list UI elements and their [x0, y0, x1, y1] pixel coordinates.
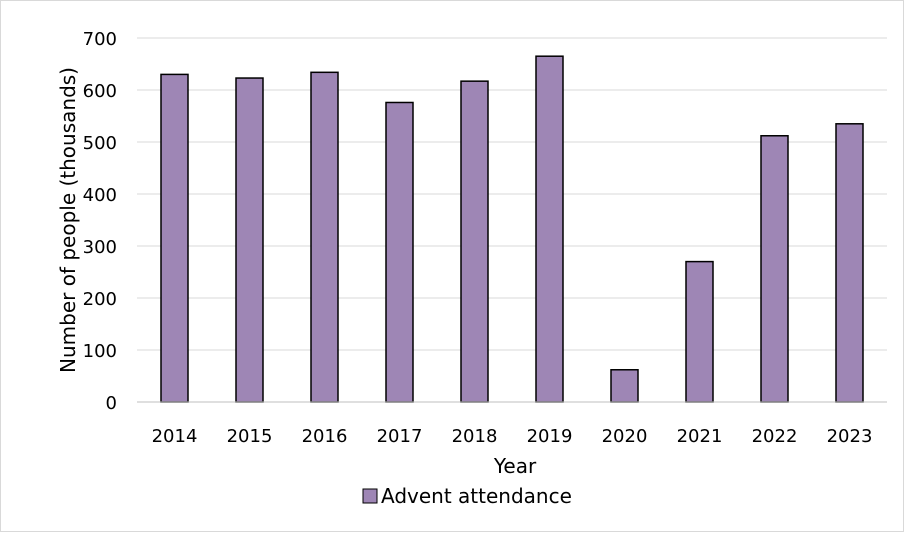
y-tick-label: 500 [83, 133, 117, 154]
x-tick-label: 2022 [752, 426, 798, 447]
legend-label: Advent attendance [381, 484, 572, 508]
x-tick-label: 2021 [677, 426, 723, 447]
y-tick-label: 400 [83, 185, 117, 206]
x-tick-label: 2018 [452, 426, 498, 447]
bar-2015 [235, 77, 264, 403]
y-axis-tick-labels: 0 100 200 300 400 500 600 700 [83, 29, 117, 414]
y-tick-label: 100 [83, 341, 117, 362]
x-tick-label: 2020 [602, 426, 648, 447]
x-tick-label: 2014 [152, 426, 198, 447]
y-tick-label: 0 [106, 393, 117, 414]
legend-swatch [362, 488, 378, 504]
legend: Advent attendance [362, 484, 572, 508]
bar-2018 [460, 80, 489, 403]
bar-2021 [685, 260, 714, 403]
bar-2023 [835, 123, 864, 403]
bar-2020 [610, 369, 639, 403]
x-axis-title: Year [493, 454, 537, 478]
x-tick-label: 2023 [827, 426, 873, 447]
bar-2017 [385, 101, 414, 403]
bars [160, 55, 864, 403]
x-axis-tick-labels: 2014 2015 2016 2017 2018 2019 2020 2021 2022 2023 [152, 426, 873, 447]
bar-2016 [310, 71, 339, 403]
x-tick-label: 2019 [527, 426, 573, 447]
x-tick-label: 2017 [377, 426, 423, 447]
y-tick-label: 300 [83, 237, 117, 258]
bar-2014 [160, 73, 189, 403]
x-tick-label: 2016 [302, 426, 348, 447]
y-tick-label: 200 [83, 289, 117, 310]
bar-2022 [760, 135, 789, 403]
bar-2019 [535, 55, 564, 403]
y-tick-label: 600 [83, 81, 117, 102]
y-tick-label: 700 [83, 29, 117, 50]
y-axis-title: Number of people (thousands) [56, 67, 80, 373]
x-tick-label: 2015 [227, 426, 273, 447]
